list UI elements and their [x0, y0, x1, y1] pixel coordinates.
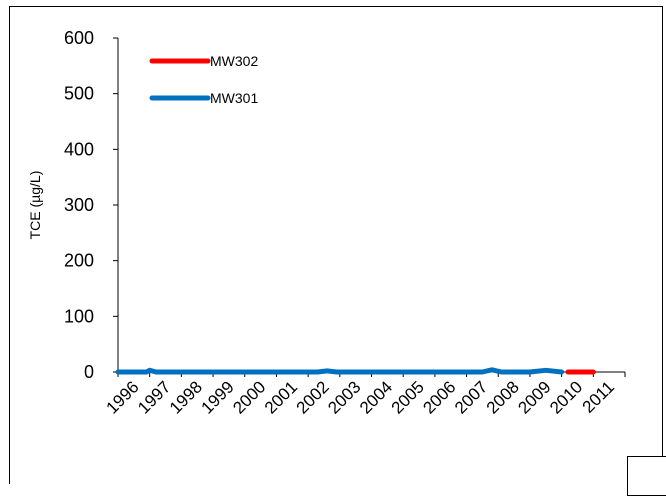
y-axis-ticks: 0 100 200 300 400 500 600: [64, 28, 118, 382]
x-tick-label: 2009: [514, 377, 554, 417]
x-tick-label: 2008: [483, 377, 523, 417]
x-tick-label: 1998: [166, 377, 206, 417]
corner-box: [627, 456, 666, 496]
x-tick-label: 1999: [198, 377, 238, 417]
x-tick-label: 1997: [134, 377, 174, 417]
y-tick-label: 400: [64, 139, 94, 159]
x-tick-label: 2002: [293, 377, 333, 417]
x-tick-label: 2001: [261, 377, 301, 417]
x-tick-label: 2011: [579, 377, 618, 416]
x-tick-label: 1996: [102, 377, 142, 417]
x-tick-label: 2007: [451, 377, 491, 417]
legend: MW302 MW301: [149, 53, 258, 106]
y-tick-label: 100: [64, 306, 94, 326]
x-tick-label: 2000: [229, 377, 269, 417]
y-tick-label: 300: [64, 195, 94, 215]
x-tick-label: 2006: [419, 377, 459, 417]
x-tick-label: 2003: [324, 377, 364, 417]
y-tick-label: 600: [64, 28, 94, 48]
y-tick-label: 500: [64, 84, 94, 104]
y-tick-label: 0: [84, 362, 94, 382]
x-tick-label: 2005: [388, 377, 428, 417]
legend-label: MW301: [210, 90, 258, 106]
legend-label: MW302: [210, 53, 258, 69]
series-layer: [115, 367, 596, 375]
x-tick-label: 2004: [356, 377, 396, 417]
chart: 0 100 200 300 400 500 600 19961997199819992000…: [27, 28, 626, 418]
x-axis-ticks: 1996199719981999200020012002200320042005…: [102, 372, 626, 418]
x-tick-label: 2010: [546, 377, 586, 417]
series-line: [115, 367, 565, 375]
y-axis-title: TCE (µg/L): [27, 171, 43, 240]
y-tick-label: 200: [64, 251, 94, 271]
